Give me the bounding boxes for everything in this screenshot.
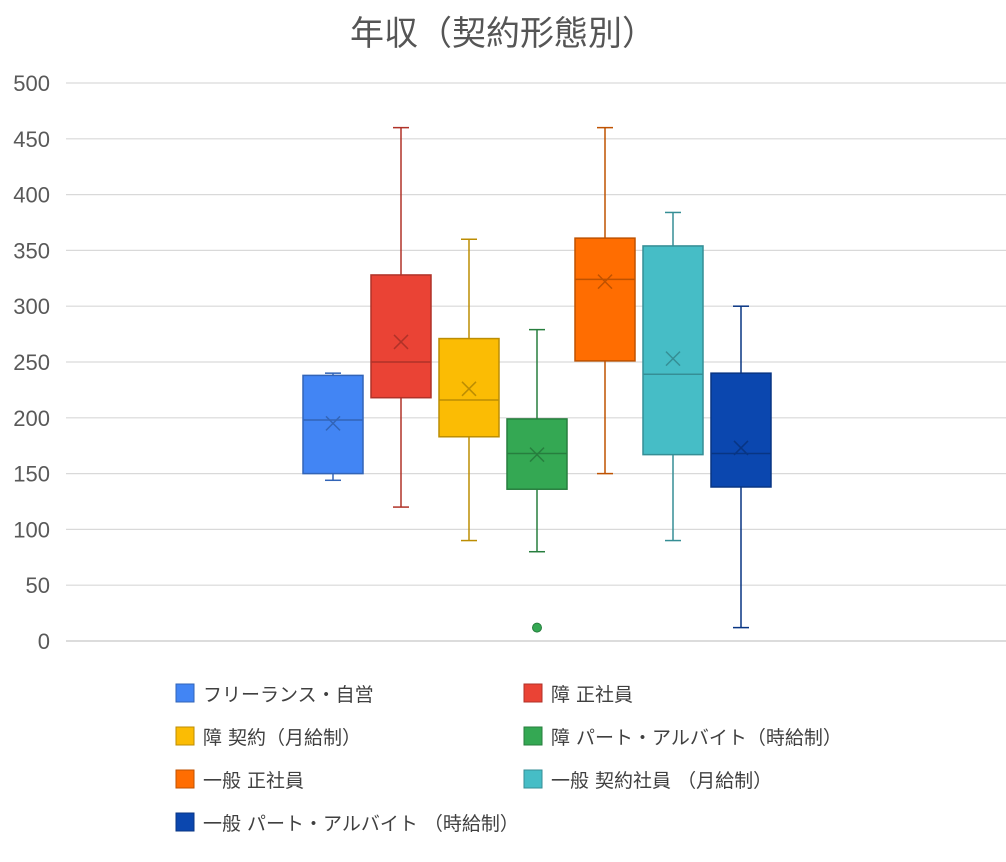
y-axis-ticks: 0 50 100 150 200 250 300 350 400 450 500: [13, 71, 50, 654]
legend-item: 一般 パート・アルバイト （時給制）: [175, 812, 519, 835]
legend-item: 障 契約（月給制）: [175, 726, 361, 749]
mean-marker: [529, 447, 545, 463]
box-group: [302, 372, 364, 482]
y-tick-label: 50: [26, 573, 50, 598]
legend-item: 一般 契約社員 （月給制）: [523, 769, 772, 792]
box-group: [370, 126, 432, 508]
y-tick-label: 250: [13, 350, 50, 375]
mean-marker: [733, 440, 749, 456]
legend-label: 障 パート・アルバイト（時給制）: [551, 727, 842, 749]
legend-label: フリーランス・自営: [203, 684, 374, 706]
y-tick-label: 350: [13, 238, 50, 263]
mean-marker: [461, 381, 477, 397]
legend-swatch: [175, 726, 195, 746]
y-tick-label: 300: [13, 294, 50, 319]
mean-marker: [393, 334, 409, 350]
y-tick-label: 100: [13, 517, 50, 542]
box-group: [438, 238, 500, 542]
legend-label: 障 正社員: [551, 684, 633, 706]
legend-label: 一般 正社員: [203, 770, 304, 792]
box-series: [302, 126, 772, 633]
outlier-point: [532, 622, 542, 633]
legend-item: フリーランス・自営: [175, 683, 374, 706]
y-tick-label: 400: [13, 183, 50, 208]
gridlines: [66, 82, 1006, 642]
mean-marker: [325, 415, 341, 431]
box-iqr: [710, 372, 772, 488]
y-tick-label: 500: [13, 71, 50, 96]
legend-item: 障 パート・アルバイト（時給制）: [523, 726, 842, 749]
box-group: [642, 211, 704, 542]
chart-title: 年収（契約形態別）: [350, 14, 656, 54]
box-group: [506, 328, 568, 633]
box-iqr: [438, 337, 500, 438]
legend-swatch: [175, 683, 195, 703]
mean-marker: [597, 274, 613, 290]
legend-swatch: [523, 683, 543, 703]
y-tick-label: 200: [13, 406, 50, 431]
box-iqr: [302, 374, 364, 475]
legend-swatch: [523, 769, 543, 789]
box-group: [574, 126, 636, 475]
y-tick-label: 0: [38, 629, 50, 654]
mean-marker: [665, 351, 681, 367]
legend-swatch: [175, 812, 195, 832]
legend-label: 障 契約（月給制）: [203, 727, 361, 749]
legend-item: 一般 正社員: [175, 769, 304, 792]
y-tick-label: 150: [13, 462, 50, 487]
box-iqr: [642, 245, 704, 456]
legend-swatch: [175, 769, 195, 789]
y-tick-label: 450: [13, 127, 50, 152]
legend-swatch: [523, 726, 543, 746]
box-iqr: [574, 237, 636, 362]
legend-label: 一般 契約社員 （月給制）: [551, 770, 772, 792]
box-group: [710, 305, 772, 629]
box-iqr: [370, 274, 432, 399]
legend-label: 一般 パート・アルバイト （時給制）: [203, 813, 519, 835]
legend-item: 障 正社員: [523, 683, 633, 706]
